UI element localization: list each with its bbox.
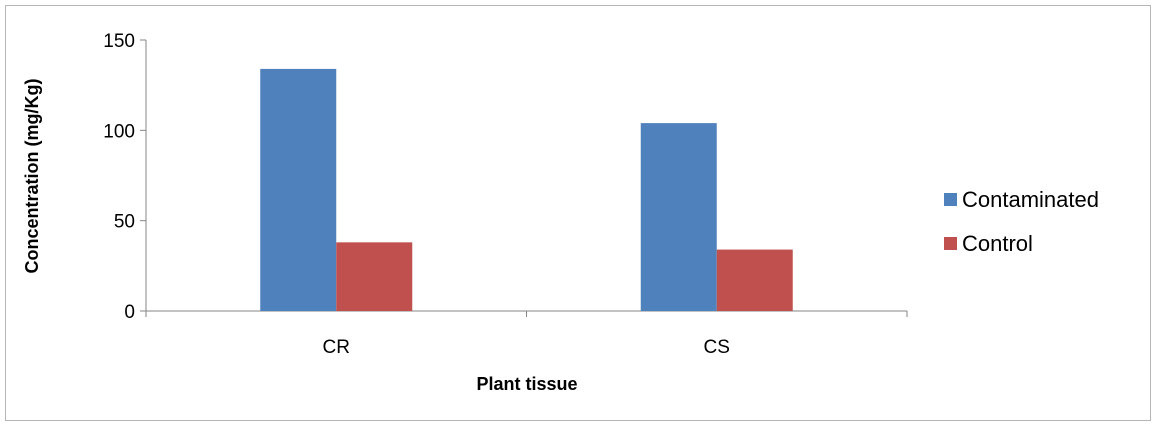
legend-swatch-contaminated	[944, 193, 957, 206]
bar-contaminated-cr	[260, 68, 337, 311]
legend-label-contaminated: Contaminated	[962, 187, 1099, 212]
legend: Contaminated Control	[944, 187, 1099, 256]
legend-label-control: Control	[962, 231, 1033, 256]
bar-contaminated-cs	[640, 123, 717, 312]
y-axis-title: Concentration (mg/Kg)	[22, 79, 42, 274]
bar-control-cs	[716, 249, 793, 311]
x-tick-label-cs: CS	[704, 337, 730, 358]
chart-frame	[5, 5, 1151, 421]
x-axis-title: Plant tissue	[476, 374, 577, 394]
y-tick-label: 100	[103, 121, 135, 142]
y-axis-ticks: 0 50 100 150	[103, 31, 146, 323]
bars-group	[260, 68, 793, 312]
bar-control-cr	[336, 242, 413, 311]
y-tick-label: 0	[124, 302, 135, 323]
x-tick-label-cr: CR	[323, 337, 350, 358]
x-axis-ticks: CR CS	[145, 311, 908, 358]
legend-swatch-control	[944, 237, 957, 250]
y-tick-label: 150	[103, 31, 135, 52]
y-tick-label: 50	[114, 212, 135, 233]
